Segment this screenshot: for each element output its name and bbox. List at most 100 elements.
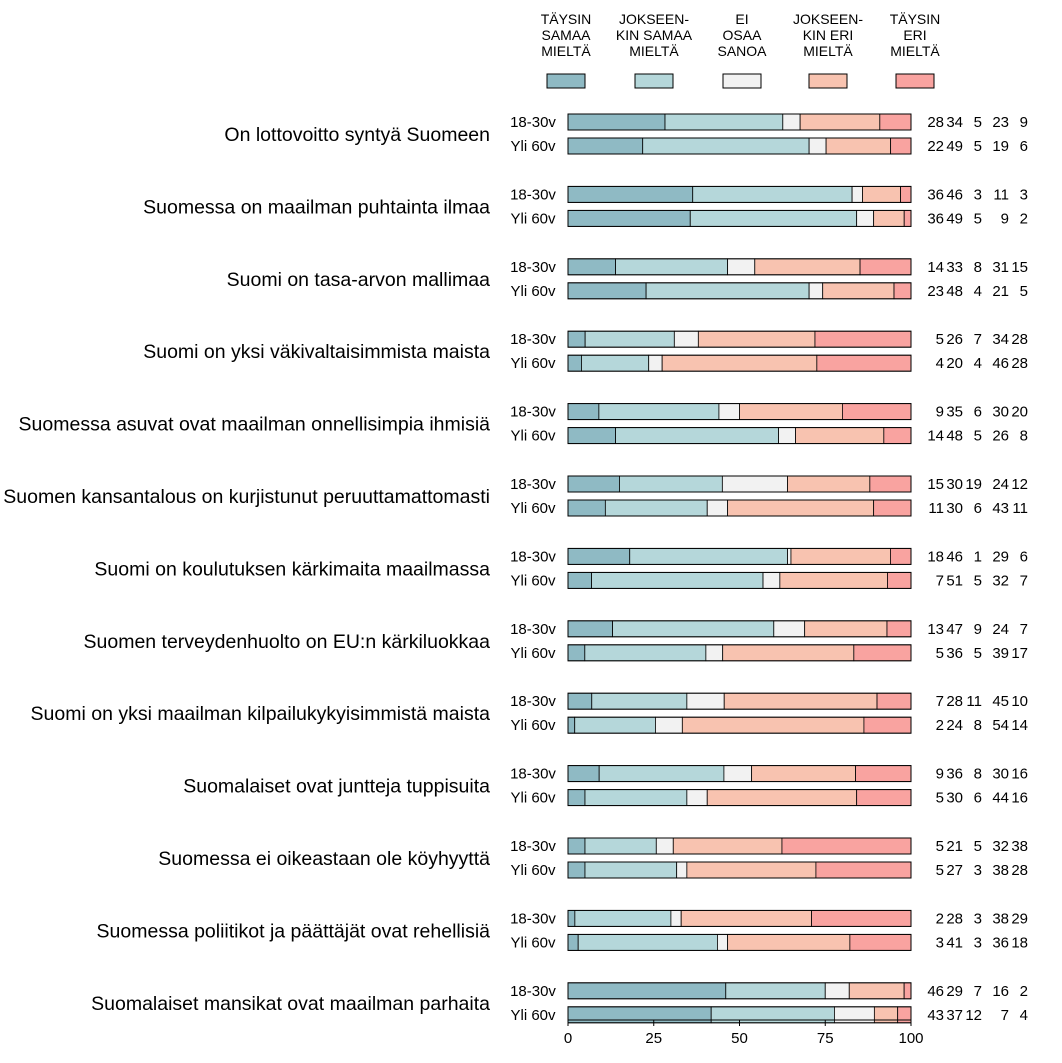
- value-label: 5: [936, 790, 944, 807]
- value-label: 30: [946, 790, 963, 807]
- group-label: 18-30v: [510, 983, 556, 1000]
- value-label: 46: [992, 355, 1009, 372]
- value-label: 12: [1011, 476, 1028, 493]
- bar-segment: [890, 137, 912, 155]
- bar-segment: [814, 330, 912, 348]
- bar-outline: [567, 403, 912, 421]
- bar-segment: [645, 282, 810, 300]
- legend-label: EI: [735, 11, 748, 27]
- bar-outline: [567, 113, 912, 131]
- value-label: 33: [946, 259, 963, 276]
- bar-segment: [718, 403, 740, 421]
- value-label: 21: [946, 838, 963, 855]
- bar-segment: [751, 765, 856, 782]
- bar-outline: [567, 571, 912, 589]
- group-label: 18-30v: [510, 186, 556, 203]
- bar-segment: [574, 716, 656, 734]
- bar-segment: [567, 861, 586, 879]
- bar-segment: [903, 209, 912, 227]
- value-label: 29: [1011, 910, 1028, 927]
- bar-segment: [706, 789, 858, 806]
- item-group: Suomessa poliitikot ja päättäjät ovat re…: [97, 909, 1028, 951]
- bar-outline: [567, 258, 912, 276]
- value-label: 27: [946, 862, 963, 879]
- value-label: 43: [992, 500, 1009, 517]
- group-label: Yli 60v: [510, 1007, 556, 1024]
- bar-segment: [584, 837, 657, 855]
- bar-segment: [567, 354, 582, 372]
- bar-segment: [887, 572, 912, 589]
- bar-segment: [727, 499, 875, 517]
- value-label: 2: [1020, 983, 1028, 1000]
- item-group: Suomi on yksi maailman kilpailukykyisimm…: [31, 692, 1028, 734]
- x-tick-label: 25: [645, 1030, 662, 1047]
- value-label: 4: [1020, 1007, 1028, 1024]
- legend-swatch: [808, 73, 848, 89]
- bar-segment: [851, 185, 863, 203]
- item-label: Suomessa on maailman puhtainta ilmaa: [143, 196, 490, 218]
- value-label: 7: [974, 331, 982, 348]
- value-label: 7: [1020, 621, 1028, 638]
- value-label: 11: [966, 693, 982, 710]
- group-label: 18-30v: [510, 693, 556, 710]
- value-label: 19: [992, 138, 1009, 155]
- value-label: 10: [1011, 693, 1028, 710]
- value-label: 5: [974, 645, 982, 662]
- value-label: 38: [992, 862, 1009, 879]
- item-label: Suomi on koulutuksen kärkimaita maailmas…: [94, 558, 490, 580]
- item-group: Suomessa on maailman puhtainta ilmaa 18-3…: [143, 185, 1028, 227]
- value-label: 6: [974, 790, 982, 807]
- value-label: 32: [992, 838, 1009, 855]
- value-label: 16: [992, 983, 1009, 1000]
- value-label: 41: [946, 934, 963, 951]
- value-label: 14: [1011, 717, 1028, 734]
- bar-segment: [886, 620, 912, 638]
- bar-outline: [567, 909, 912, 927]
- bar-segment: [692, 185, 853, 203]
- group-label: 18-30v: [510, 476, 556, 493]
- bar-segment: [567, 548, 631, 565]
- group-label: 18-30v: [510, 621, 556, 638]
- bar-segment: [567, 475, 620, 493]
- item-group: Suomessa asuvat ovat maailman onnellisim…: [19, 403, 1028, 445]
- value-label: 48: [946, 428, 963, 445]
- value-label: 11: [928, 500, 944, 517]
- x-tick-label: 50: [731, 1030, 748, 1047]
- value-label: 30: [946, 476, 963, 493]
- bar-segment: [863, 716, 912, 734]
- bar-outline: [567, 933, 912, 951]
- bar-segment: [787, 475, 871, 493]
- bar-segment: [567, 185, 694, 203]
- bar-outline: [567, 475, 912, 493]
- bar-outline: [567, 644, 912, 662]
- bar-segment: [754, 258, 861, 276]
- value-label: 24: [992, 621, 1009, 638]
- bar-segment: [705, 644, 724, 662]
- item-group: Suomalaiset ovat juntteja tuppisuita 18-3…: [183, 765, 1028, 807]
- value-label: 5: [974, 114, 982, 131]
- bar-segment: [876, 692, 912, 710]
- bar-segment: [903, 982, 912, 1000]
- bar-segment: [664, 113, 784, 131]
- value-label: 44: [992, 790, 1009, 807]
- value-label: 6: [1020, 548, 1028, 565]
- value-label: 2: [936, 717, 944, 734]
- bar-segment: [855, 765, 912, 782]
- value-label: 37: [946, 1007, 963, 1024]
- value-label: 5: [1020, 283, 1028, 300]
- value-label: 36: [927, 210, 944, 227]
- bar-segment: [856, 789, 912, 806]
- value-label: 34: [992, 331, 1009, 348]
- value-label: 46: [946, 186, 963, 203]
- bar-outline: [567, 789, 912, 807]
- bar-segment: [615, 427, 779, 445]
- value-label: 34: [946, 114, 963, 131]
- legend-label: OSAA: [723, 27, 763, 43]
- bar-segment: [584, 861, 678, 879]
- bar-segment: [673, 330, 699, 348]
- value-label: 5: [974, 838, 982, 855]
- bar-segment: [782, 113, 801, 131]
- value-label: 5: [974, 428, 982, 445]
